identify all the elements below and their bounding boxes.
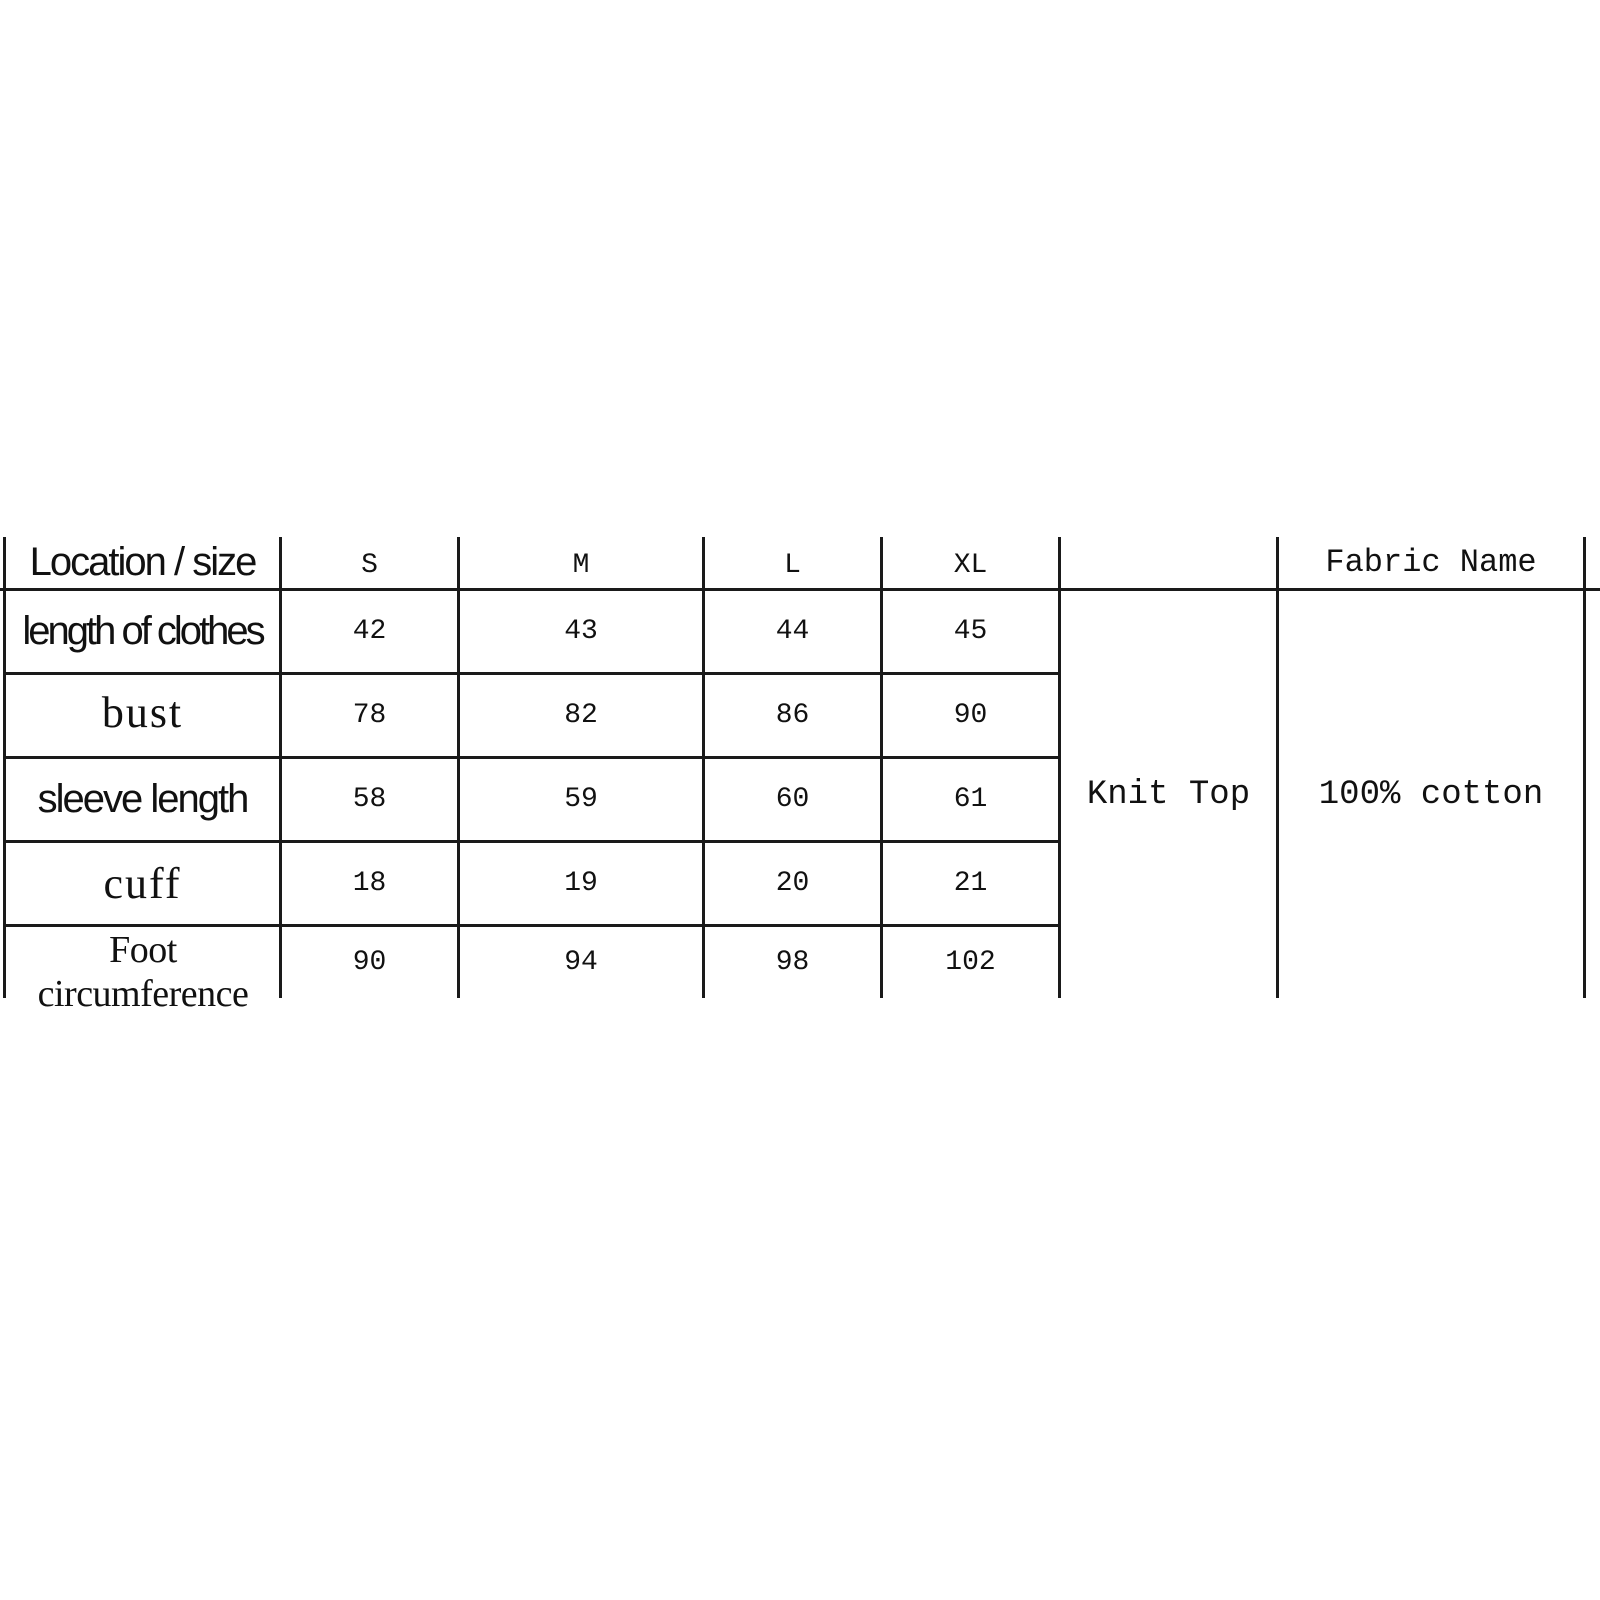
cell-value: 86 [775, 700, 810, 731]
row-label-cuff: cuff [103, 859, 182, 908]
header-size-s: S [361, 550, 378, 581]
cell-value: 42 [352, 616, 387, 647]
cell-value: 82 [564, 700, 598, 731]
cell-value: 98 [775, 947, 810, 978]
cell-value: 21 [953, 868, 988, 899]
table-border [1058, 537, 1061, 998]
table-border [457, 537, 460, 998]
table-border [880, 537, 883, 998]
table-border [3, 756, 1061, 759]
table-border [702, 537, 705, 998]
cell-value: 78 [352, 700, 387, 731]
fabric-composition: 100% cotton [1318, 775, 1544, 814]
header-location-size: Location / size [29, 540, 258, 584]
cell-value: 61 [953, 784, 988, 815]
cell-value: 90 [953, 700, 988, 731]
table-border [3, 924, 1061, 927]
header-size-l: L [784, 550, 801, 581]
header-size-xl: XL [953, 550, 988, 581]
product-type: Knit Top [1086, 775, 1251, 814]
row-label-length: length of clothes [22, 609, 265, 653]
cell-value: 60 [775, 784, 810, 815]
cell-value: 44 [775, 616, 810, 647]
table-border [3, 537, 6, 998]
cell-value: 43 [564, 616, 598, 647]
cell-value: 19 [564, 868, 598, 899]
cell-value: 102 [945, 947, 996, 978]
cell-value: 90 [352, 947, 387, 978]
table-border [1583, 537, 1586, 998]
header-size-m: M [572, 550, 590, 581]
header-fabric-name: Fabric Name [1325, 544, 1537, 581]
cell-value: 58 [352, 784, 387, 815]
cell-value: 45 [953, 616, 988, 647]
row-label-sleeve-length: sleeve length [37, 777, 250, 821]
cell-value: 20 [775, 868, 810, 899]
row-label-bust: bust [101, 688, 184, 737]
table-border [3, 672, 1061, 675]
table-border [1276, 537, 1279, 998]
table-border [3, 840, 1061, 843]
row-label-foot-circumference: Foot circumference [37, 929, 249, 1015]
table-border [279, 537, 282, 998]
cell-value: 94 [564, 947, 598, 978]
cell-value: 18 [352, 868, 387, 899]
cell-value: 59 [564, 784, 598, 815]
table-border [0, 588, 1600, 591]
